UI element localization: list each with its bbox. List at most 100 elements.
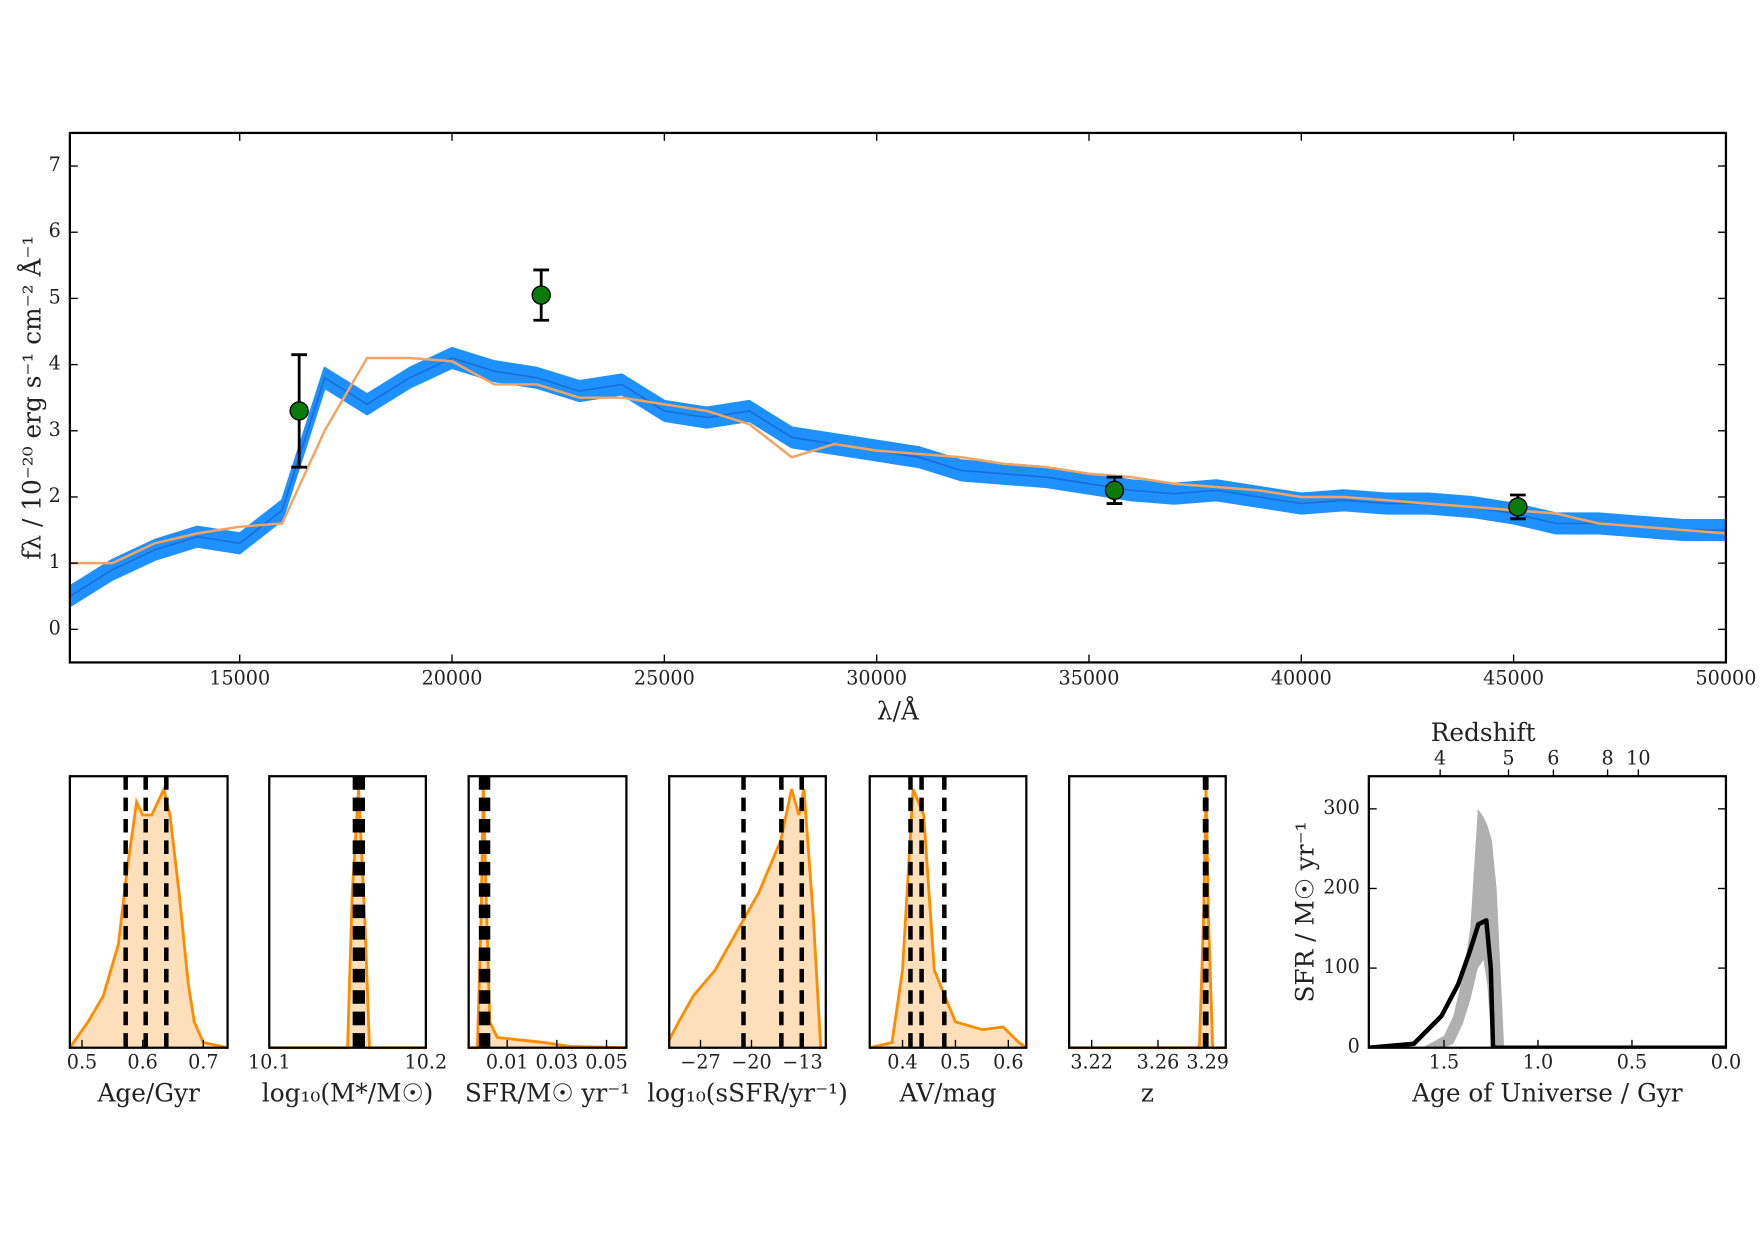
y-tick-label: 200 (1323, 875, 1360, 898)
x-axis-label: AV/mag (899, 1079, 997, 1108)
plot-area (667, 776, 826, 1050)
plot-area (468, 776, 627, 1050)
panel: 0.01 0.03 0.05 SFR/M☉ yr⁻¹ (465, 775, 630, 1108)
density-line (468, 789, 627, 1050)
axes-frame (1068, 775, 1227, 1049)
x2-tick-label: 4 (1434, 746, 1446, 769)
x-tick-label: 0.6 (993, 1050, 1023, 1073)
panel: 1.5 1.0 0.5 0.0 0 100 200 300 4 5 6 8 10 Age of Unive… (1290, 718, 1741, 1108)
x-tick-label: 0.5 (940, 1050, 970, 1073)
x-tick-label: 35000 (1059, 666, 1120, 689)
x2-tick-label: 6 (1547, 746, 1559, 769)
x-tick-label: 30000 (846, 666, 907, 689)
x2-tick-label: 8 (1601, 746, 1613, 769)
x-tick-label: 40000 (1271, 666, 1332, 689)
y-tick-label: 0 (49, 616, 61, 639)
x-tick-label: 20000 (422, 666, 483, 689)
axes-frame (467, 775, 628, 1049)
line (69, 356, 1726, 565)
photometry-point (1104, 480, 1125, 501)
y-tick-label: 2 (49, 484, 61, 507)
x-tick-label: 3.26 (1137, 1050, 1180, 1073)
axes-frame (668, 775, 827, 1049)
x-tick-label: 45000 (1483, 666, 1544, 689)
photometry-point (289, 401, 309, 421)
x-tick-label: 0.4 (887, 1050, 917, 1073)
panel: 10.1 10.2 log₁₀(M*/M☉) (248, 775, 448, 1108)
x-tick-label: 3.29 (1186, 1050, 1229, 1073)
x-tick-label: 50000 (1695, 666, 1756, 689)
spectrum-band (69, 346, 1726, 608)
x2-tick-label: 5 (1502, 746, 1514, 769)
x-tick-label: −27 (680, 1050, 720, 1073)
y-tick-label: 4 (49, 352, 61, 375)
x-tick-label: 1.5 (1429, 1050, 1459, 1073)
x-tick-label: 0.5 (1617, 1050, 1647, 1073)
x-tick-label: 25000 (634, 666, 695, 689)
density-fill (669, 789, 826, 1048)
y-axis-label: fλ / 10⁻²⁰ erg s⁻¹ cm⁻² Å⁻¹ (16, 236, 46, 560)
plot-area (68, 776, 228, 1050)
x2-tick-label: 10 (1626, 746, 1650, 769)
x-axis-label: log₁₀(sSFR/yr⁻¹) (647, 1079, 848, 1108)
x-tick-label: 15000 (209, 666, 270, 689)
y-tick-label: 300 (1323, 796, 1360, 819)
y-tick-label: 100 (1323, 955, 1360, 978)
axes-frame (68, 775, 229, 1049)
x-tick-label: 10.2 (405, 1050, 448, 1073)
x-axis-label: λ/Å (877, 696, 920, 726)
y-tick-label: 6 (49, 219, 61, 242)
x-axis-label: z (1141, 1079, 1154, 1108)
panel: 0.5 0.6 0.7 Age/Gyr (67, 775, 229, 1108)
x-tick-label: 0.7 (188, 1050, 218, 1073)
axes-frame (68, 131, 1728, 664)
photometry-point (531, 285, 551, 305)
axes-frame (868, 775, 1028, 1049)
density-line (68, 784, 228, 1050)
x-tick-label: 0.5 (67, 1050, 97, 1073)
plot-area (69, 346, 1726, 608)
x-tick-label: 3.22 (1070, 1050, 1113, 1073)
x-tick-label: 0.0 (1711, 1050, 1741, 1073)
density-line (269, 789, 426, 1050)
line (1368, 918, 1726, 1048)
x-axis-label: Age of Universe / Gyr (1411, 1079, 1683, 1108)
y-tick-label: 3 (49, 418, 61, 441)
y-tick-label: 1 (49, 550, 61, 573)
plot-area (1368, 808, 1726, 1048)
x-axis-label: log₁₀(M*/M☉) (262, 1079, 434, 1108)
x-tick-label: 0.01 (486, 1050, 529, 1073)
x-tick-label: −13 (782, 1050, 822, 1073)
plot-area (1069, 776, 1226, 1050)
plot-area (269, 776, 426, 1050)
y-tick-label: 5 (49, 285, 61, 308)
x-tick-label: 0.6 (127, 1050, 157, 1073)
y-tick-label: 7 (49, 153, 61, 176)
density-fill (69, 789, 228, 1048)
uncertainty-band (1425, 808, 1505, 1048)
x-tick-label: 10.1 (248, 1050, 291, 1073)
x-tick-label: 0.03 (536, 1050, 579, 1073)
x-axis-label: Age/Gyr (97, 1079, 201, 1108)
plot-area (869, 776, 1028, 1050)
density-line (869, 788, 1028, 1050)
panel: 15000 20000 25000 30000 35000 40000 45000 50000… (16, 131, 1756, 726)
photometry-point (1508, 497, 1528, 517)
x-tick-label: −20 (731, 1050, 771, 1073)
density-fill (869, 789, 1027, 1048)
y-axis-label: SFR / M☉ yr⁻¹ (1290, 821, 1319, 1002)
density-fill (468, 789, 627, 1048)
axes-frame (1367, 775, 1728, 1049)
x-tick-label: 1.0 (1523, 1050, 1553, 1073)
panel: 0.4 0.5 0.6 AV/mag (868, 775, 1028, 1108)
density-fill (1069, 789, 1226, 1048)
panel: −27 −20 −13 log₁₀(sSFR/yr⁻¹) (647, 775, 848, 1108)
x2-axis-label: Redshift (1431, 718, 1536, 747)
axes-frame (268, 775, 427, 1049)
x-axis-label: SFR/M☉ yr⁻¹ (465, 1079, 630, 1108)
x-tick-label: 0.05 (585, 1050, 628, 1073)
panel: 3.22 3.26 3.29 z (1068, 775, 1229, 1108)
y-tick-label: 0 (1348, 1035, 1360, 1058)
